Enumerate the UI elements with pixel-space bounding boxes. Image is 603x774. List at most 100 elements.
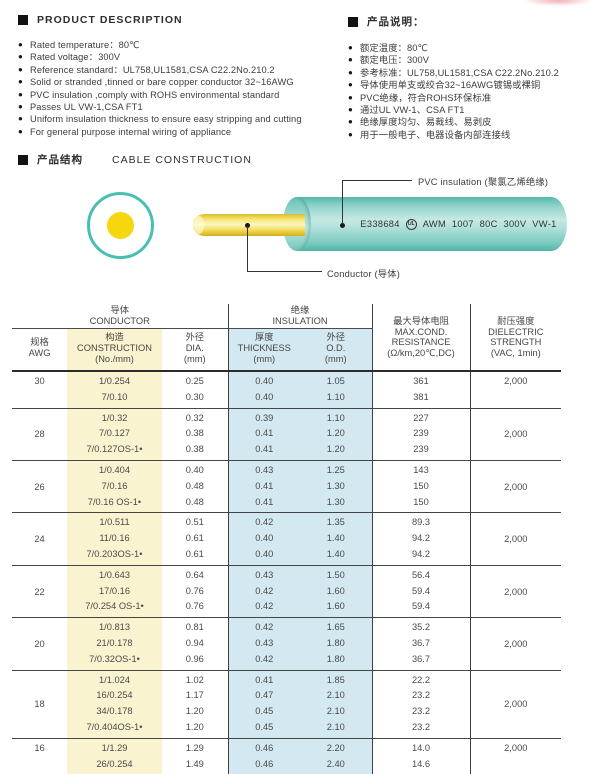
table-row: 7/0.254 OS-1• 0.76 0.42 1.60 59.4 [12,599,561,618]
bullet-item: ● Solid or stranded ,tinned or bare coppe… [18,76,333,88]
table-row: 24 1/0.511 0.51 0.42 1.35 89.3 2,000 [12,512,562,566]
bullet-text: 额定温度：80℃ [360,43,429,53]
bullet-icon: ● [18,52,23,62]
cell-dielectric: 2,000 [470,370,562,409]
product-description-header: PRODUCT DESCRIPTION [18,14,333,26]
table-row: 18 1/1.024 1.02 0.41 1.85 22.2 2,000 [12,669,562,739]
group-insulation: 绝缘 INSULATION [228,304,373,329]
cell-resistance: 150 [372,494,471,513]
cell-od: 1.30 [300,494,373,513]
cell-dia: 0.76 [162,583,229,600]
cell-thickness: 0.43 [228,564,301,584]
cell-thickness: 0.40 [255,391,274,402]
insulation-callout-line-v [342,180,344,224]
cell-dia: 0.38 [162,426,229,443]
col-construction: 构造 CONSTRUCTION (No./mm) [77,332,152,364]
cell-od: 1.10 [300,407,373,427]
product-notes-list: ● 额定温度：80℃ ● 额定电压：300V ● 参考标准：UL758,UL1581,CS… [348,42,598,141]
cable-insulation-body [283,197,567,251]
group-conductor: 导体 CONDUCTOR [12,304,229,329]
table-row: 7/0.32OS-1• 0.96 0.42 1.80 36.7 [12,651,561,671]
conductor-core-dot [107,212,134,239]
cell-dia: 1.17 [162,688,229,705]
bullet-text: Passes UL VW-1,CSA FT1 [30,102,143,113]
cable-construction-title-cn: 产品结构 [37,154,83,166]
bullet-icon: ● [348,92,353,102]
bullet-text: PVC insulation ,comply with ROHS environ… [30,89,280,100]
cell-dielectric: 2,000 [470,737,562,774]
cell-construction: 1/1.29 [67,737,162,757]
table-row: 7/0.16 OS-1• 0.48 0.41 1.30 150 [12,494,561,513]
cell-od: 1.40 [300,531,373,547]
cell-thickness: 0.39 [228,407,301,427]
cell-awg: 22 [12,564,67,618]
bullet-text: 额定电压：300V [360,55,430,66]
bullet-text: For general purpose internal wiring of a… [30,126,232,137]
cell-od: 2.20 [300,737,373,757]
cell-construction: 16/0.254 [96,690,133,701]
cell-resistance: 23.2 [372,719,471,739]
bullet-icon: ● [18,89,23,99]
cell-od: 1.20 [300,442,373,461]
cell-resistance: 94.2 [372,531,471,547]
table-row: 17/0.16 0.76 0.42 1.60 59.4 [12,583,561,600]
cell-awg: 26 [12,459,67,513]
cell-dia: 0.61 [162,546,229,566]
cell-dia: 0.96 [162,651,229,671]
spec-table-head: 导体 CONDUCTOR 绝缘 INSULATION 最大导体电阻 MAX.CO… [12,304,562,371]
cell-thickness: 0.40 [255,533,274,544]
table-row: 20 1/0.813 0.81 0.42 1.65 35.2 2,000 [12,617,562,671]
cell-dia: 0.38 [162,442,229,461]
cell-construction: 7/0.127 [98,428,131,439]
cell-resistance: 150 [372,478,471,495]
cell-awg: 20 [12,617,67,671]
cell-resistance: 56.4 [372,564,471,584]
bullet-icon: ● [348,43,353,52]
cell-resistance: 14.0 [372,737,471,757]
cell-thickness: 0.46 [228,737,301,757]
cell-construction: 7/0.16 [101,480,128,491]
cell-construction: 1/0.32 [67,407,162,427]
conductor-callout-line-h [247,271,322,273]
cell-thickness: 0.42 [255,653,274,664]
bullet-text: 导体使用单支或绞合32~16AWG镀锡或裸铜 [360,80,541,91]
cell-dia: 1.02 [162,669,229,689]
cell-construction: 1/0.813 [67,617,162,636]
table-row: 16/0.254 1.17 0.47 2.10 23.2 [12,688,561,705]
cell-thickness: 0.41 [228,669,301,689]
cell-construction: 1/0.511 [67,512,162,532]
cell-od: 2.10 [300,719,373,739]
bullet-item: ● 绝缘厚度均匀、易裁线、易剥皮 [348,116,598,128]
cell-thickness: 0.46 [255,758,274,769]
bullet-icon: ● [18,40,23,49]
bullet-item: ● Rated voltage：300V [18,51,333,63]
cell-dia: 1.20 [162,704,229,720]
table-row: 7/0.127 0.38 0.41 1.20 239 [12,426,561,443]
cell-dielectric: 2,000 [470,617,562,671]
cell-resistance: 227 [372,407,471,427]
bullet-icon: ● [348,80,353,90]
cell-dia: 0.40 [162,459,229,479]
cell-thickness: 0.41 [255,480,274,491]
bullet-icon: ● [18,64,23,74]
col-thickness: 厚度 THICKNESS (mm) [237,332,291,364]
col-dielectric: 耐压强度 DIELECTRIC STRENGTH (VAC, 1min) [470,304,562,371]
cell-resistance: 59.4 [372,583,471,600]
product-description-list: ● Rated temperature：80℃ ● Rated voltage：300… [18,39,333,138]
product-description-section: PRODUCT DESCRIPTION ● Rated temperature：8… [18,14,333,138]
cell-dia: 0.76 [162,599,229,618]
cell-construction: 7/0.16 OS-1• [87,496,142,507]
bullet-icon: ● [348,129,353,139]
bullet-item: ● PVC insulation ,comply with ROHS enviro… [18,89,333,101]
cell-dia: 0.61 [162,531,229,547]
cell-construction: 26/0.254 [96,758,133,769]
cell-thickness: 0.40 [228,370,301,390]
cell-dia: 0.94 [162,635,229,652]
cell-thickness: 0.40 [255,548,274,559]
cell-thickness: 0.43 [255,637,274,648]
bullet-item: ● Reference standard：UL758,UL1581,CSA C22… [18,64,333,76]
cell-dielectric: 2,000 [470,407,562,461]
table-row: 21/0.178 0.94 0.43 1.80 36.7 [12,635,561,652]
ul-mark-icon: UL [405,218,417,230]
cell-dia: 0.32 [162,407,229,427]
